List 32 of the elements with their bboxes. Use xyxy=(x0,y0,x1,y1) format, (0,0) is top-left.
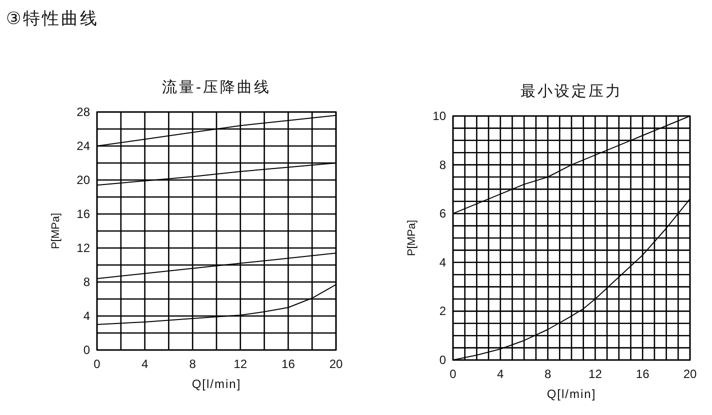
y-tick-label: 24 xyxy=(76,139,90,153)
x-tick-label: 20 xyxy=(683,367,697,381)
y-tick-label: 2 xyxy=(439,304,446,318)
x-tick-label: 16 xyxy=(636,367,650,381)
text: ③特性曲线 xyxy=(6,9,100,28)
x-tick-label: 12 xyxy=(234,357,248,371)
y-tick-label: 12 xyxy=(76,241,90,255)
x-tick-label: 4 xyxy=(141,357,148,371)
y-tick-label: 4 xyxy=(83,309,90,323)
x-tick-label: 12 xyxy=(588,367,602,381)
y-tick-label: 6 xyxy=(439,206,446,221)
x-tick-label: 0 xyxy=(450,367,457,381)
y-tick-label: 28 xyxy=(76,105,90,119)
y-tick-label: 10 xyxy=(432,109,446,123)
x-tick-label: 16 xyxy=(282,357,296,371)
x-axis-title: Q[l/min] xyxy=(546,387,596,401)
x-tick-label: 8 xyxy=(189,357,196,371)
x-tick-label: 4 xyxy=(497,367,504,381)
y-axis-title: P[MPa] xyxy=(50,212,62,250)
chart-title: 流量-压降曲线 xyxy=(162,79,271,96)
y-tick-label: 0 xyxy=(83,343,90,357)
y-tick-label: 8 xyxy=(439,158,446,172)
y-axis-title: P[MPa] xyxy=(406,220,418,256)
x-tick-label: 20 xyxy=(329,357,343,371)
x-axis-title: Q[l/min] xyxy=(192,377,242,391)
x-tick-label: 0 xyxy=(94,357,101,371)
y-tick-label: 8 xyxy=(83,275,90,289)
chart-title: 最小设定压力 xyxy=(520,83,622,100)
y-tick-label: 20 xyxy=(76,173,90,187)
y-tick-label: 4 xyxy=(439,255,446,270)
x-tick-label: 8 xyxy=(544,367,552,381)
y-tick-label: 16 xyxy=(76,207,90,221)
